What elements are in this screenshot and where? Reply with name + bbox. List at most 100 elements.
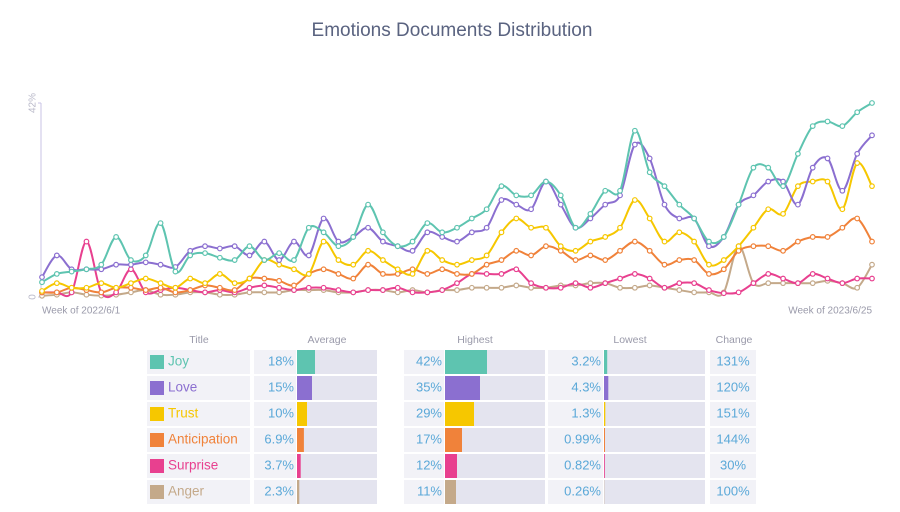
label-cell	[404, 402, 444, 426]
data-point	[809, 234, 816, 240]
data-point	[869, 183, 875, 190]
label-cell	[404, 376, 444, 400]
data-point	[187, 247, 194, 254]
bar-track	[297, 428, 377, 452]
data-point	[335, 238, 342, 245]
label-cell	[548, 480, 603, 504]
change-label: 30%	[720, 457, 746, 472]
column-header: Change	[716, 334, 753, 346]
bar-track	[604, 480, 705, 504]
data-point	[646, 275, 653, 282]
data-point	[187, 252, 194, 259]
data-point	[261, 282, 268, 289]
data-point	[39, 274, 45, 281]
data-point	[691, 289, 698, 296]
data-point	[128, 289, 134, 296]
data-point	[706, 287, 712, 293]
data-point	[839, 224, 846, 231]
row-title: Joy	[168, 354, 189, 369]
data-point	[557, 192, 564, 199]
lowest-label: 1.3%	[571, 405, 601, 420]
data-point	[68, 284, 75, 291]
data-point	[854, 215, 861, 222]
data-point	[661, 261, 668, 268]
data-point	[394, 243, 401, 250]
highest-bar	[445, 376, 480, 400]
label-cell	[254, 402, 296, 426]
data-point	[409, 247, 416, 254]
average-label: 2.3%	[264, 483, 294, 498]
data-point	[824, 178, 831, 185]
data-point	[468, 257, 475, 263]
data-point	[305, 271, 312, 277]
label-cell	[254, 454, 296, 478]
average-label: 10%	[268, 405, 294, 420]
data-point	[439, 234, 446, 240]
data-point	[750, 192, 757, 199]
data-point	[365, 201, 371, 208]
data-point	[305, 284, 312, 291]
data-point	[291, 282, 297, 289]
data-point	[543, 178, 549, 185]
data-point	[276, 257, 283, 263]
y-tick-label: 42%	[28, 93, 39, 113]
lowest-bar	[604, 402, 606, 426]
row-title: Anger	[168, 484, 205, 499]
data-point	[513, 266, 520, 273]
data-point	[68, 289, 75, 296]
data-point	[794, 201, 801, 208]
data-point	[839, 187, 846, 194]
data-point	[631, 284, 638, 291]
data-point	[498, 229, 505, 236]
data-point	[557, 284, 564, 291]
data-point	[246, 243, 253, 250]
data-point	[246, 284, 253, 291]
data-point	[794, 238, 801, 245]
data-point	[528, 280, 535, 287]
data-point	[320, 229, 327, 236]
change-label: 151%	[716, 405, 750, 420]
row-title: Love	[168, 380, 197, 395]
data-point	[661, 238, 668, 245]
data-point	[676, 229, 683, 236]
data-point	[839, 280, 846, 287]
data-point	[587, 280, 594, 287]
data-point	[587, 210, 594, 217]
average-label: 18%	[268, 353, 294, 368]
legend-swatch	[150, 407, 164, 421]
data-point	[53, 271, 60, 277]
data-point	[172, 268, 179, 275]
data-point	[83, 266, 90, 273]
bar-track	[604, 350, 705, 374]
data-point	[98, 266, 105, 273]
data-point	[276, 277, 283, 284]
data-point	[631, 271, 638, 277]
column-header: Highest	[457, 334, 493, 346]
data-point	[617, 247, 623, 254]
title-cell	[147, 376, 250, 400]
data-point	[706, 238, 712, 245]
data-point	[128, 280, 134, 287]
highest-label: 11%	[417, 483, 442, 498]
bar-track	[604, 454, 705, 478]
data-point	[720, 266, 727, 273]
legend-swatch	[150, 485, 164, 499]
data-point	[202, 289, 208, 296]
data-point	[439, 287, 446, 293]
change-cell	[710, 428, 756, 452]
data-point	[454, 271, 460, 277]
data-point	[513, 215, 520, 222]
data-point	[765, 243, 772, 250]
data-point	[572, 247, 579, 254]
data-point	[157, 220, 164, 226]
data-point	[780, 275, 786, 282]
data-point	[483, 271, 490, 277]
data-point	[98, 289, 105, 296]
highest-label: 29%	[416, 405, 442, 420]
data-point	[661, 183, 668, 190]
data-point	[83, 284, 90, 291]
data-point	[365, 287, 371, 293]
data-point	[216, 245, 223, 252]
data-point	[335, 243, 342, 250]
